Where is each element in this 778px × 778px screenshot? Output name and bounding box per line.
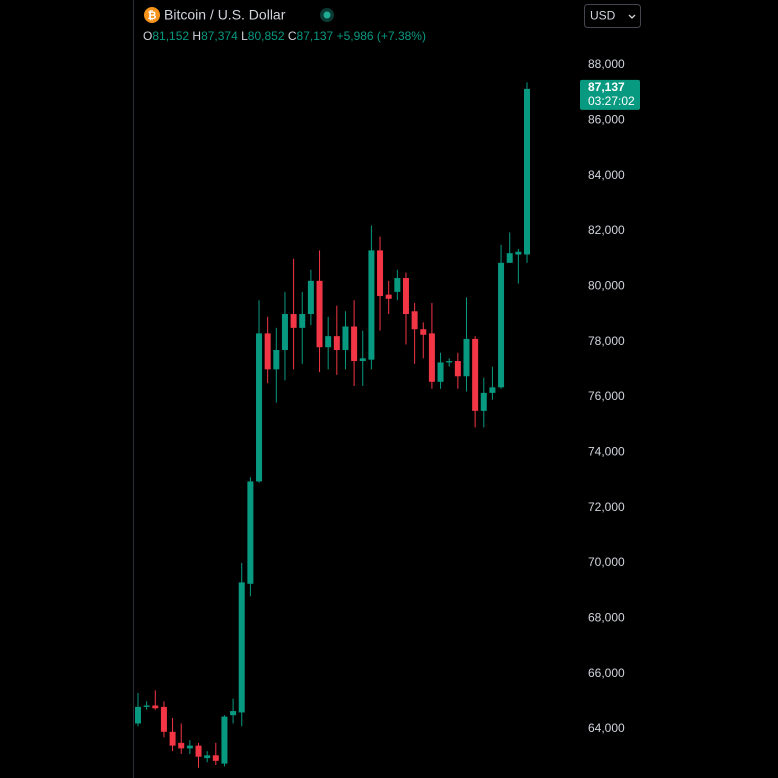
candle-body: [186, 745, 193, 749]
y-tick-label: 82,000: [588, 223, 625, 237]
candle-body: [385, 294, 392, 299]
candle-body: [204, 755, 211, 759]
candle-body: [472, 338, 479, 411]
currency-button[interactable]: USD: [584, 4, 641, 28]
price-tag-countdown: 03:27:02: [588, 94, 635, 108]
candle-body: [428, 333, 435, 382]
candle-body: [394, 278, 401, 292]
coin-symbol: ₿: [148, 10, 157, 22]
y-tick-label: 76,000: [588, 389, 625, 403]
candle-body: [247, 481, 254, 584]
candle-body: [377, 250, 384, 297]
candle-body: [273, 349, 280, 370]
legend-key: L: [241, 29, 248, 43]
candle-body: [411, 311, 418, 330]
candle-body: [325, 336, 332, 348]
candle-body: [437, 362, 444, 382]
status-dot: [323, 11, 331, 19]
candle-body: [178, 742, 185, 749]
candle-body: [454, 361, 461, 377]
candle-body: [169, 731, 176, 746]
candle-body: [351, 326, 358, 362]
legend-value: 87,374: [201, 29, 238, 43]
candle-body: [480, 392, 487, 411]
y-tick-label: 66,000: [588, 666, 625, 680]
candle-body: [135, 706, 141, 724]
candle-body: [524, 88, 530, 255]
candle-body: [264, 333, 271, 370]
candle-body: [160, 706, 167, 732]
candle-body: [463, 338, 470, 377]
candle-body: [402, 278, 409, 315]
legend-key: H: [192, 29, 201, 43]
candle-body: [489, 387, 496, 393]
candle-body: [256, 333, 263, 482]
candle-body: [307, 280, 314, 315]
candle-body: [230, 711, 237, 716]
candle-body: [212, 755, 219, 761]
candle-body: [342, 326, 349, 350]
candle-body: [420, 329, 427, 335]
candle-body: [143, 705, 150, 707]
y-tick-label: 68,000: [588, 611, 625, 625]
candle-body: [281, 314, 288, 350]
chevron[interactable]: [628, 14, 636, 19]
price-tag: [580, 79, 640, 110]
candle-body: [506, 253, 513, 263]
currency-label[interactable]: USD: [590, 9, 616, 23]
candle-body: [359, 358, 366, 362]
candle-body: [446, 361, 453, 363]
candle-body: [195, 745, 202, 757]
candle-body: [221, 716, 228, 764]
candle-body: [368, 250, 375, 360]
candle-body: [299, 314, 306, 328]
candle-body: [515, 251, 522, 255]
legend-value: 80,852: [248, 29, 285, 43]
legend-key: C: [288, 29, 297, 43]
y-tick-label: 88,000: [588, 57, 625, 71]
chart-title: Bitcoin / U.S. Dollar: [164, 7, 286, 23]
legend-change: +5,986 (+7.38%): [337, 29, 426, 43]
legend-value: 87,137: [297, 29, 334, 43]
y-tick-label: 86,000: [588, 113, 625, 127]
candle-body: [152, 705, 159, 709]
currency-button-frame[interactable]: [584, 4, 641, 28]
coin-icon: [144, 7, 160, 23]
legend-key: O: [143, 29, 152, 43]
price-tag-label: 87,137: [588, 80, 625, 94]
y-tick-label: 78,000: [588, 334, 625, 348]
legend-value: 81,152: [152, 29, 189, 43]
y-tick-label: 72,000: [588, 500, 625, 514]
y-tick-label: 74,000: [588, 445, 625, 459]
y-tick-label: 84,000: [588, 168, 625, 182]
candle-body: [316, 280, 323, 348]
candle-body: [238, 582, 245, 713]
candle-body: [498, 262, 505, 388]
candle-body: [333, 336, 340, 350]
candle-body: [290, 314, 297, 328]
y-tick-label: 64,000: [588, 721, 625, 735]
y-tick-label: 70,000: [588, 555, 625, 569]
ohlc-legend: O81,152 H87,374 L80,852 C87,137 +5,986 (…: [143, 29, 426, 43]
y-tick-label: 80,000: [588, 279, 625, 293]
